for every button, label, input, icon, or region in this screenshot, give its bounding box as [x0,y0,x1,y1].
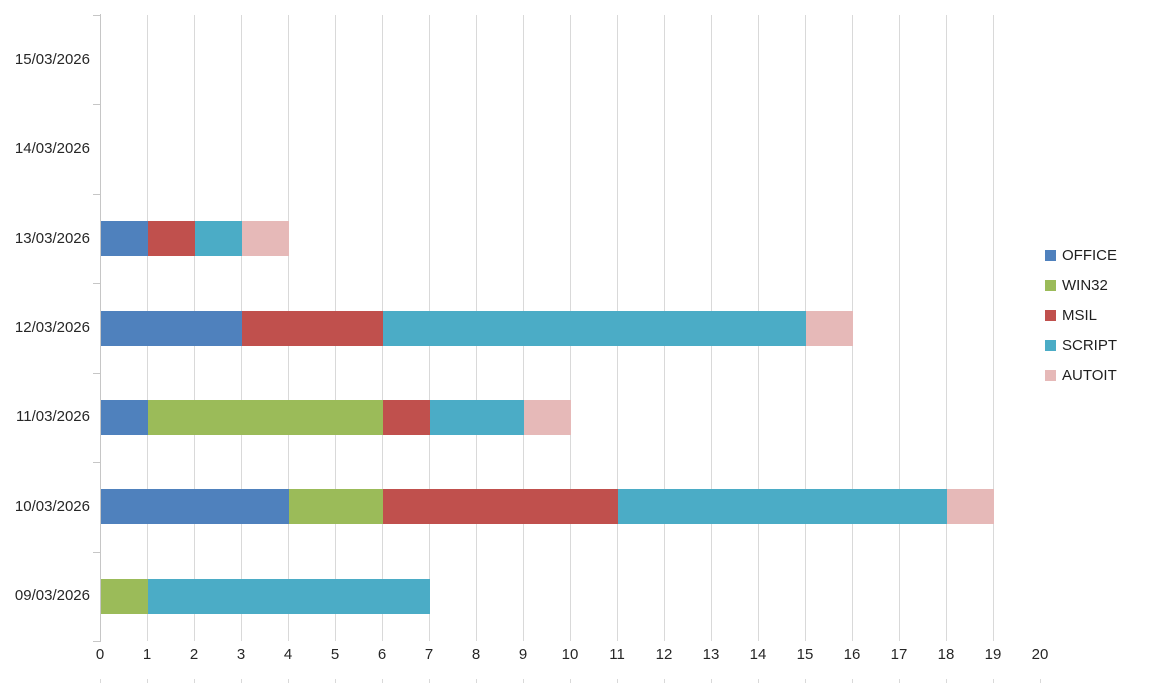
x-axis-label: 7 [424,646,434,663]
x-gridline [946,15,947,641]
legend-item-autoit[interactable]: AUTOIT [1045,360,1117,390]
legend: OFFICE WIN32 MSIL SCRIPT AUTOIT [1045,240,1117,390]
bottom-edge-tick [335,679,336,683]
y-axis-label: 09/03/2026 [14,587,90,605]
x-axis-label: 11 [609,646,625,663]
x-axis-label: 16 [843,646,861,663]
bottom-edge-tick [194,679,195,683]
bottom-edge-tick [946,679,947,683]
bottom-edge-tick [100,679,101,683]
bottom-edge-tick [805,679,806,683]
y-axis-tick [93,641,101,642]
y-axis-tick [93,15,101,16]
y-axis-tick [93,194,101,195]
bottom-edge-tick [147,679,148,683]
bottom-edge-tick [852,679,853,683]
x-axis-label: 19 [984,646,1002,663]
x-axis-label: 10 [561,646,579,663]
bar-segment-msil[interactable] [383,489,618,525]
bar-segment-win32[interactable] [101,578,148,614]
bar-segment-office[interactable] [101,399,148,435]
y-axis-tick [93,462,101,463]
y-axis-tick [93,283,101,284]
x-axis-label: 9 [518,646,528,663]
legend-swatch-icon [1045,339,1056,351]
x-axis-label: 3 [236,646,246,663]
x-axis-label: 14 [749,646,767,663]
legend-label: AUTOIT [1062,366,1117,384]
bar-segment-script[interactable] [195,221,242,257]
x-axis-label: 12 [655,646,673,663]
bottom-edge-tick [382,679,383,683]
x-axis-label: 1 [142,646,152,663]
bar-segment-autoit[interactable] [524,399,571,435]
bar-segment-msil[interactable] [148,221,195,257]
legend-label: OFFICE [1062,246,1117,264]
bottom-edge-tick [664,679,665,683]
bottom-edge-tick [993,679,994,683]
legend-item-win32[interactable]: WIN32 [1045,270,1117,300]
legend-item-msil[interactable]: MSIL [1045,300,1117,330]
legend-label: WIN32 [1062,276,1108,294]
bar-segment-msil[interactable] [383,399,430,435]
y-axis-label: 14/03/2026 [14,140,90,158]
x-axis-label: 0 [95,646,105,663]
legend-swatch-icon [1045,369,1056,381]
category-axis-line [100,14,101,641]
x-axis-label: 18 [937,646,955,663]
bottom-edge-tick [758,679,759,683]
bar-segment-office[interactable] [101,489,289,525]
bottom-edge-tick [570,679,571,683]
bar-segment-script[interactable] [383,310,806,346]
x-axis-label: 4 [283,646,293,663]
x-axis-label: 15 [796,646,814,663]
bar-segment-script[interactable] [148,578,430,614]
y-axis-tick [93,104,101,105]
bottom-edge-tick [476,679,477,683]
legend-item-office[interactable]: OFFICE [1045,240,1117,270]
bottom-edge-tick [429,679,430,683]
x-axis-label: 2 [189,646,199,663]
bar-segment-office[interactable] [101,310,242,346]
y-axis-label: 13/03/2026 [14,229,90,247]
y-axis-label: 15/03/2026 [14,50,90,68]
legend-item-script[interactable]: SCRIPT [1045,330,1117,360]
x-axis-label: 20 [1031,646,1049,663]
bar-segment-script[interactable] [430,399,524,435]
x-gridline [993,15,994,641]
x-axis-label: 6 [377,646,387,663]
bar-segment-autoit[interactable] [806,310,853,346]
bottom-edge-tick [711,679,712,683]
bar-segment-msil[interactable] [242,310,383,346]
legend-label: SCRIPT [1062,336,1118,354]
y-axis-label: 12/03/2026 [14,319,90,336]
x-gridline [899,15,900,641]
bottom-edge-tick [523,679,524,683]
bar-segment-win32[interactable] [148,399,383,435]
x-axis-label: 8 [471,646,481,663]
bar-segment-script[interactable] [618,489,947,525]
x-axis-label: 13 [702,646,720,663]
legend-swatch-icon [1045,279,1056,291]
bottom-edge-tick [288,679,289,683]
x-axis-label: 17 [890,646,908,663]
y-axis-tick [93,373,101,374]
x-axis-label: 5 [330,646,340,663]
legend-swatch-icon [1045,309,1056,321]
legend-swatch-icon [1045,249,1056,261]
bar-segment-win32[interactable] [289,489,383,525]
bar-segment-autoit[interactable] [947,489,994,525]
y-axis-label: 10/03/2026 [14,497,90,515]
bar-segment-office[interactable] [101,221,148,257]
y-axis-label: 11/03/2026 [16,408,90,426]
bottom-edge-tick [241,679,242,683]
legend-label: MSIL [1062,306,1098,324]
bottom-edge-tick [1040,679,1041,683]
bar-segment-autoit[interactable] [242,221,289,257]
bottom-edge-tick [617,679,618,683]
y-axis-tick [93,552,101,553]
bottom-edge-tick [899,679,900,683]
